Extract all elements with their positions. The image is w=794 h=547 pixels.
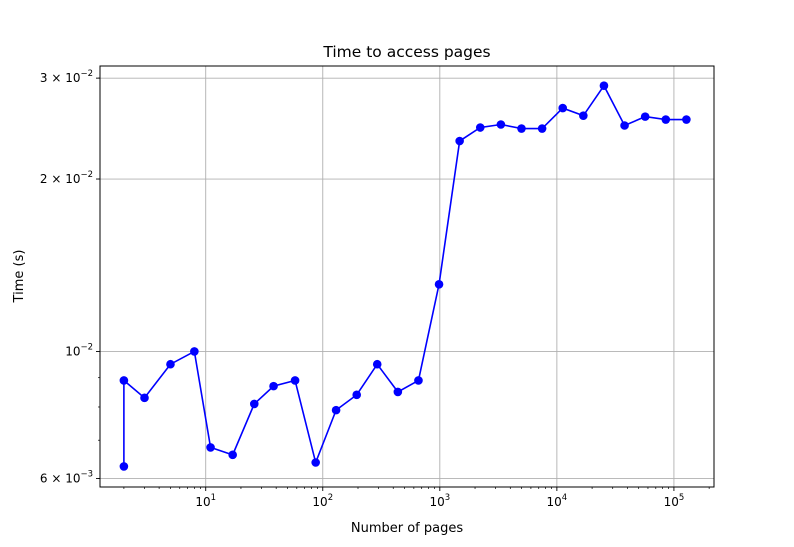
- data-point: [206, 443, 215, 452]
- data-point: [140, 393, 149, 403]
- data-point: [475, 123, 485, 132]
- chart-title: Time to access pages: [322, 43, 490, 61]
- data-point: [311, 458, 320, 467]
- data-point: [393, 387, 403, 397]
- plot-frame: [99, 65, 715, 488]
- y-tick-label: 2 × 10−2: [40, 170, 93, 186]
- data-point: [579, 111, 588, 120]
- x-tick-label: 103: [429, 493, 450, 509]
- data-point: [119, 376, 129, 385]
- data-point: [661, 115, 671, 124]
- ticks: 101 102 103 104 105 6 × 10−3 10−2 2 × 10−2 3 × 1…: [40, 69, 710, 509]
- data-point: [537, 124, 547, 133]
- x-tick-label: 101: [195, 493, 216, 509]
- data-point: [640, 112, 650, 121]
- y-tick-label: 6 × 10−3: [40, 470, 93, 486]
- data-point: [190, 347, 199, 356]
- data-point: [496, 120, 506, 129]
- data-point: [620, 121, 629, 130]
- y-axis-label: Time (s): [12, 250, 27, 304]
- x-tick-label: 102: [312, 493, 333, 509]
- x-tick-label: 105: [664, 493, 685, 509]
- y-tick-label: 3 × 10−2: [40, 69, 93, 85]
- data-point: [517, 124, 526, 133]
- x-axis-label: Number of pages: [351, 521, 463, 536]
- grid: [100, 66, 714, 487]
- data-point: [682, 115, 691, 124]
- data-point: [352, 390, 362, 400]
- data-point: [455, 136, 464, 146]
- x-tick-label: 104: [547, 493, 568, 509]
- data-point: [119, 462, 129, 471]
- data-point: [166, 359, 175, 369]
- series: [119, 81, 691, 471]
- series-line: [123, 84, 687, 467]
- data-point: [414, 376, 423, 385]
- data-point: [228, 450, 237, 460]
- data-point: [269, 381, 278, 391]
- data-point: [558, 103, 568, 113]
- data-point: [599, 81, 609, 91]
- data-point: [434, 279, 444, 289]
- y-tick-label: 10−2: [65, 342, 93, 358]
- data-point: [372, 359, 382, 369]
- data-point: [290, 376, 300, 385]
- data-point: [249, 399, 259, 409]
- data-point: [331, 405, 341, 415]
